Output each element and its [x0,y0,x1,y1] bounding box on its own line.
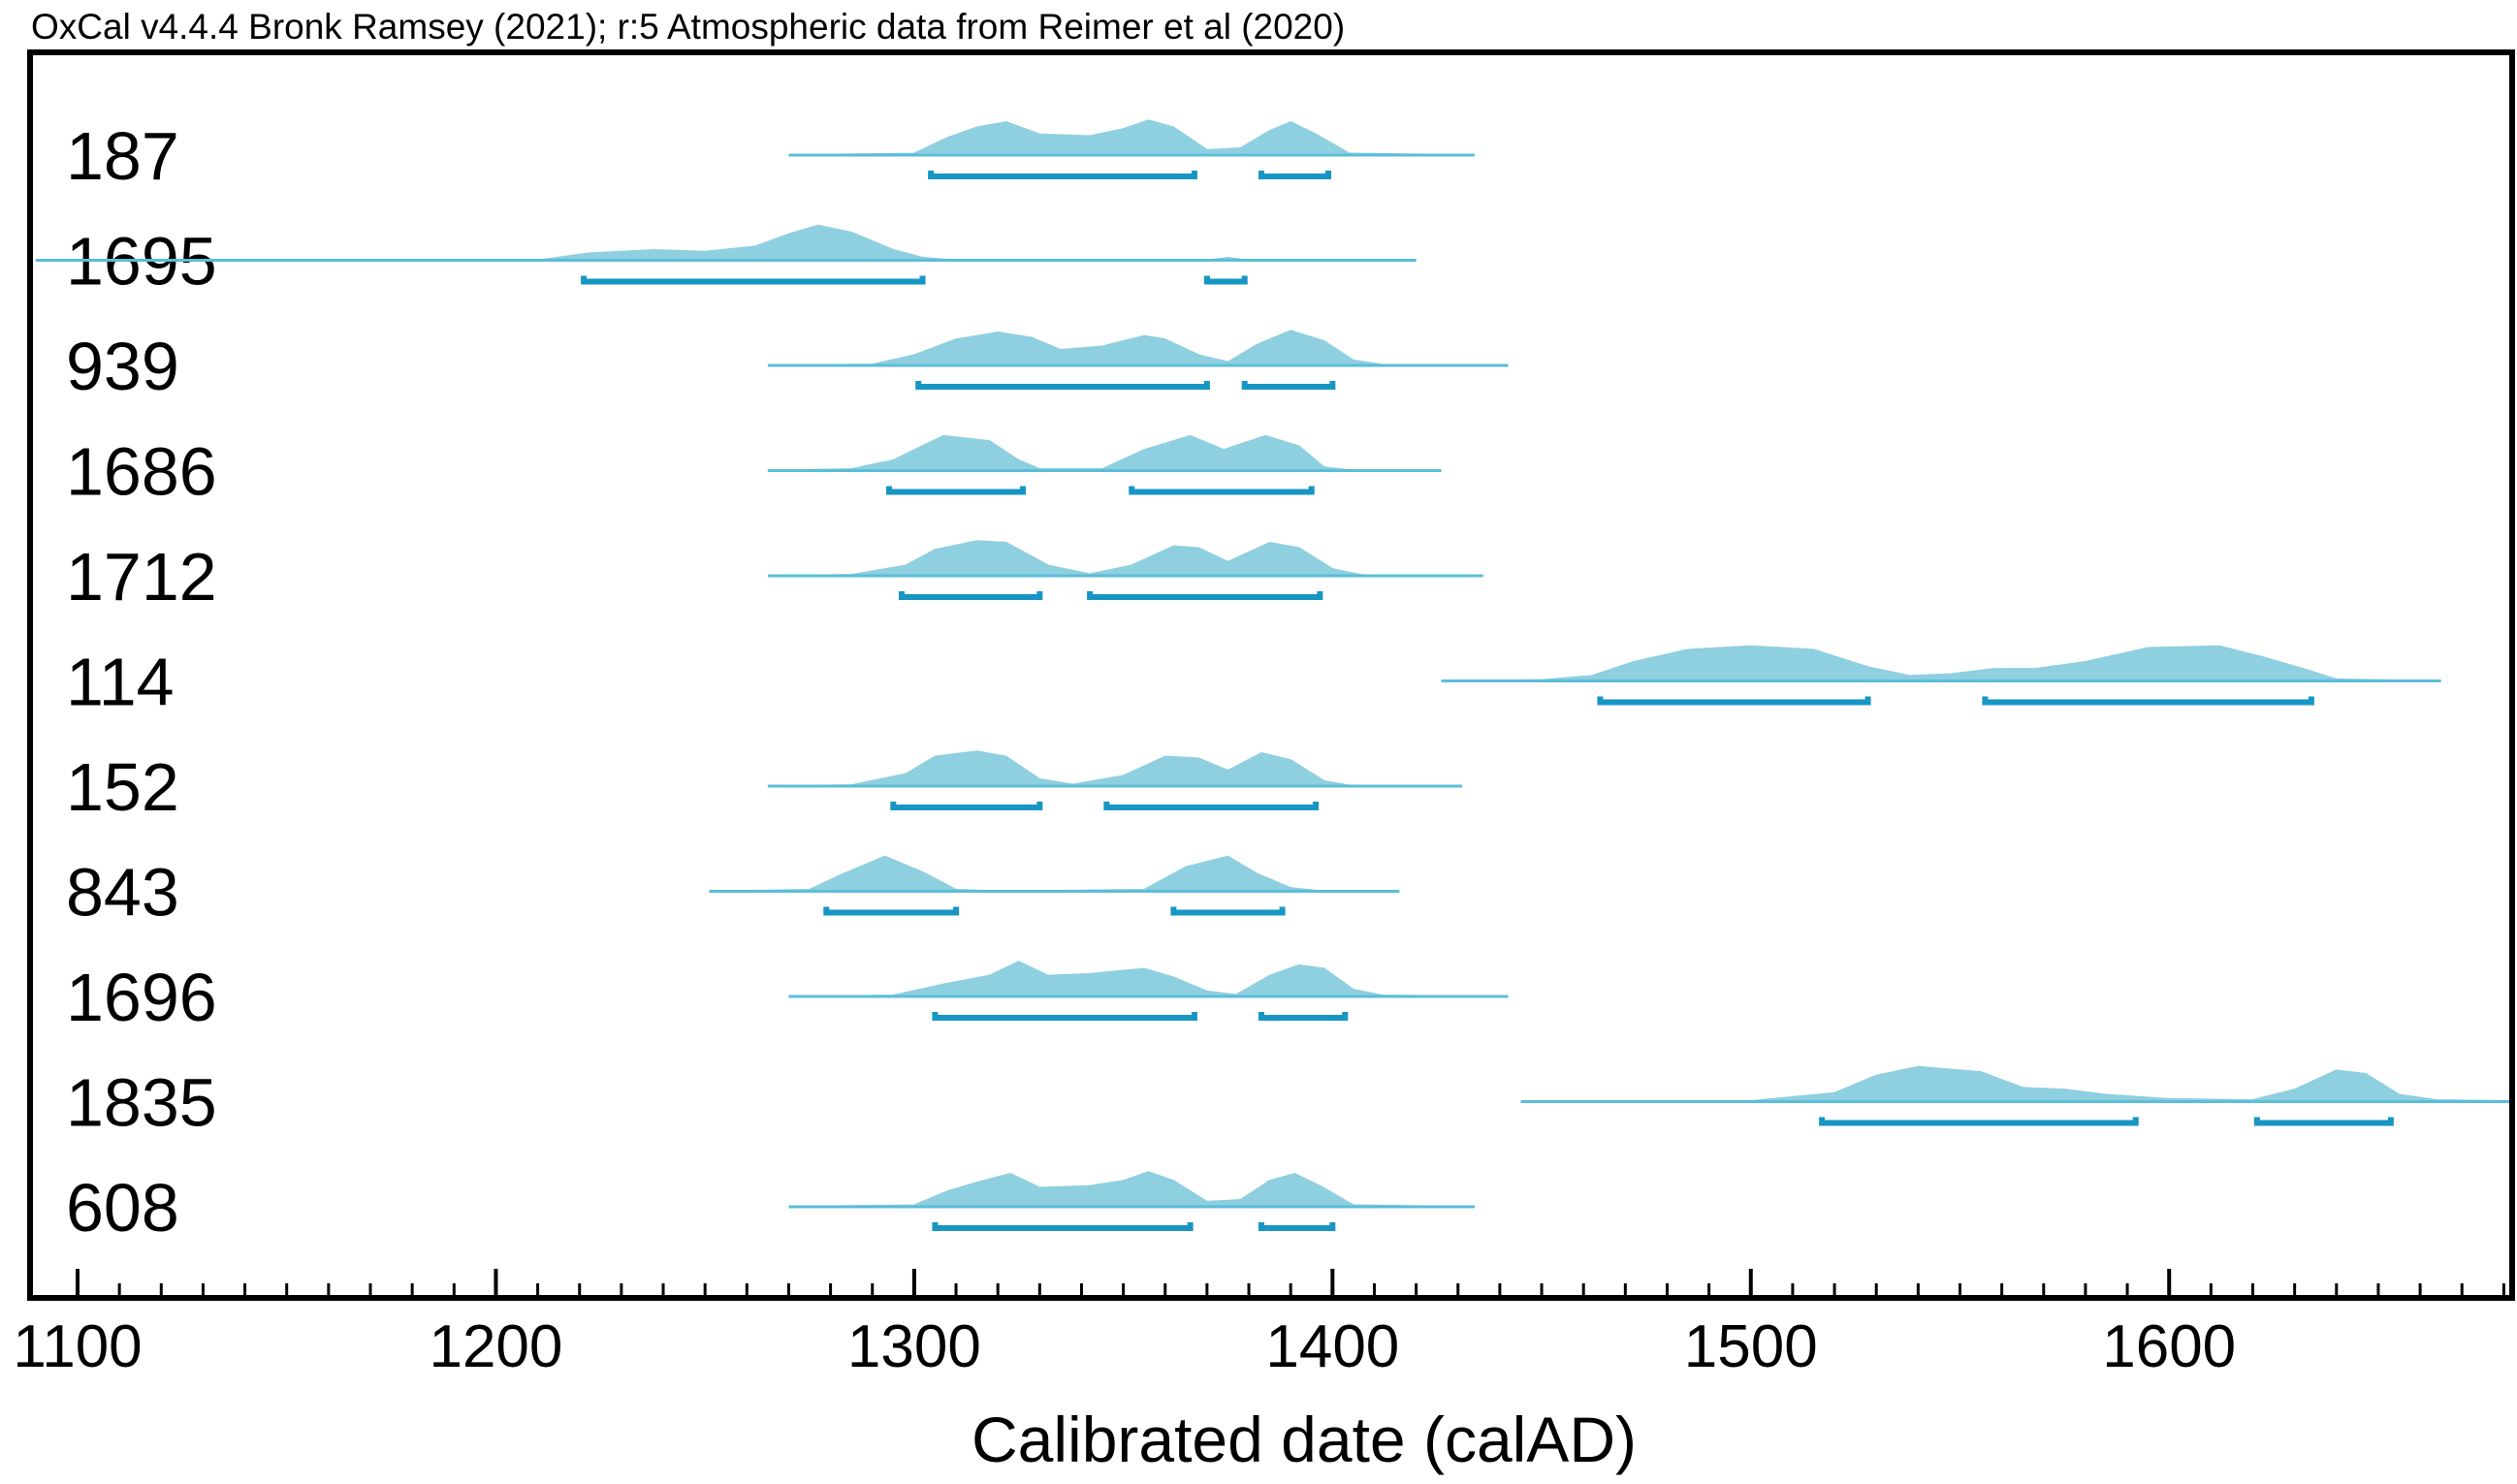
sample-label: 843 [66,855,179,931]
probability-density-area [1441,645,2441,682]
range-bracket [915,381,1210,390]
distribution-row: 1696 [66,960,1509,1035]
range-bracket [1258,1222,1336,1231]
probability-density-area [767,330,1509,366]
distribution-row: 152 [66,749,1463,825]
distribution-row: 843 [66,855,1400,931]
range-bracket [890,802,1043,810]
x-tick-label: 1200 [429,1313,562,1380]
probability-density-area [709,855,1400,893]
range-bracket [1819,1117,2139,1126]
x-axis-title: Calibrated date (calAD) [972,1404,1637,1475]
probability-density-area [788,119,1476,156]
probability-density-area [767,540,1483,577]
probability-density-area [767,434,1442,472]
x-tick-label: 1400 [1265,1313,1399,1380]
range-bracket [886,486,1027,495]
x-tick-label: 1100 [13,1313,142,1380]
range-bracket [1129,486,1315,495]
x-tick-label: 1600 [2102,1313,2236,1380]
oxcal-header: OxCal v4.4.4 Bronk Ramsey (2021); r:5 At… [31,7,1345,47]
range-bracket [823,906,960,916]
range-bracket [1170,906,1286,916]
probability-density-area [788,1171,1476,1208]
distribution-row: 1686 [66,434,1442,510]
distribution-row: 187 [66,118,1476,194]
distribution-row: 114 [66,645,2441,720]
probability-density-area [788,961,1509,997]
distribution-row: 1712 [66,539,1483,615]
sample-label: 608 [66,1170,179,1246]
sample-label: 1835 [66,1065,217,1141]
distribution-row: 939 [66,329,1509,404]
sample-label: 187 [66,118,179,194]
sample-label: 1686 [66,434,217,510]
range-bracket [1597,696,1871,706]
range-bracket [932,1012,1197,1021]
range-bracket [1203,275,1248,285]
range-bracket [898,591,1043,600]
distribution-row: 1695 [35,224,1417,300]
range-bracket [581,275,926,285]
range-bracket [1258,171,1332,179]
probability-density-area [767,750,1463,787]
plot-frame [27,49,2515,1301]
x-axis: 1100 1200 1300 1400 1500 1600 [13,1269,2505,1380]
range-bracket [1258,1012,1349,1021]
range-bracket [1982,696,2314,706]
sample-label: 939 [66,329,179,404]
x-tick-label: 1500 [1684,1313,1818,1380]
range-bracket [1103,802,1320,810]
range-bracket [932,1222,1194,1231]
plot-area: 187 1695 939 1686 1712 114 152 843 1696 1835 608 [35,118,2513,1246]
sample-label: 114 [66,645,175,720]
sample-label: 1712 [66,539,217,615]
probability-density-area [1520,1065,2513,1103]
range-bracket [928,171,1197,179]
range-bracket [2253,1117,2394,1126]
distribution-row: 1835 [66,1065,2513,1141]
range-bracket [1087,591,1323,600]
probability-density-area [35,224,1417,262]
distribution-row: 608 [66,1170,1476,1246]
x-tick-label: 1300 [847,1313,981,1380]
sample-label: 152 [66,749,179,825]
sample-label: 1696 [66,960,217,1035]
range-bracket [1241,381,1336,390]
